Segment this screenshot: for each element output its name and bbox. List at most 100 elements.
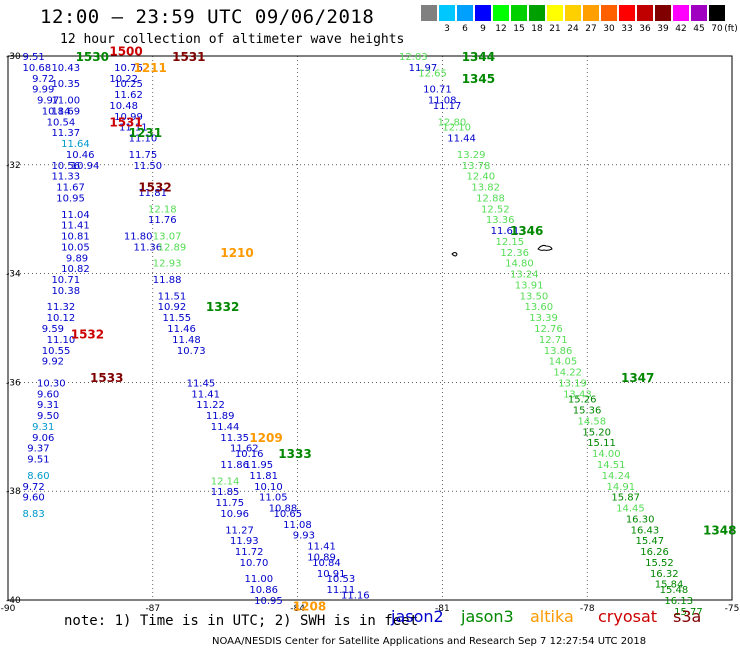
scale-swatch [457, 5, 473, 21]
scale-swatch [691, 5, 707, 21]
wave-height-value: 11.22 [196, 400, 225, 411]
satellite-legend-jason3: jason3 [461, 607, 514, 626]
pass-id-label: 1532 [71, 327, 104, 341]
longitude-tick-label: -78 [580, 604, 595, 614]
wave-height-value: 13.86 [544, 346, 573, 357]
wave-height-value: 12.93 [153, 259, 182, 270]
wave-height-value: 10.54 [47, 117, 76, 128]
wave-height-value: 11.00 [245, 574, 274, 585]
wave-height-value: 12.14 [211, 476, 240, 487]
pass-id-label: 1210 [220, 246, 253, 260]
wave-height-value: 13.07 [153, 232, 182, 243]
wave-height-value: 11.55 [162, 313, 191, 324]
wave-height-value: 11.04 [61, 210, 90, 221]
wave-height-value: 13.36 [486, 215, 515, 226]
satellite-legend-jason2: jason2 [391, 607, 444, 626]
wave-height-value: 10.94 [71, 161, 100, 172]
scale-swatch [529, 5, 545, 21]
wave-height-value: 15.84 [655, 580, 684, 591]
wave-height-value: 10.46 [66, 150, 95, 161]
wave-height-value: 10.84 [42, 106, 71, 117]
wave-height-value: 12.10 [442, 123, 471, 134]
pass-id-label: 1347 [621, 371, 654, 385]
wave-height-value: 12.71 [539, 335, 568, 346]
pass-id-label: 1345 [462, 72, 495, 86]
scale-swatch [637, 5, 653, 21]
wave-height-value: 11.41 [307, 542, 336, 553]
credit-line: NOAA/NESDIS Center for Satellite Applica… [212, 636, 647, 647]
pass-id-label: 1346 [510, 224, 543, 238]
wave-height-value: 12.36 [500, 248, 529, 259]
wave-height-value: 14.45 [616, 504, 645, 515]
wave-height-value: 11.11 [327, 585, 356, 596]
wave-height-value: 11.64 [61, 139, 90, 150]
wave-height-value: 11.08 [283, 520, 312, 531]
scale-tick-label: 15 [513, 24, 525, 34]
wave-height-value: 14.22 [553, 368, 582, 379]
wave-height-value: 12.03 [399, 52, 428, 63]
scale-tick-label: 21 [549, 24, 561, 34]
wave-height-value: 15.77 [674, 607, 703, 618]
wave-height-value: 13.29 [457, 150, 486, 161]
wave-height-value: 10.95 [254, 596, 283, 607]
wave-height-value: 12.89 [158, 242, 187, 253]
wave-height-value: 13.43 [563, 389, 592, 400]
wave-height-value: 11.89 [206, 411, 235, 422]
scale-swatch [511, 5, 527, 21]
wave-height-value: 10.92 [158, 302, 187, 313]
scale-tick-label: 18 [531, 24, 543, 34]
wave-height-value: 16.26 [640, 547, 669, 558]
scale-tick-label: 27 [585, 24, 597, 34]
wave-height-value: 10.53 [327, 574, 356, 585]
scale-swatch [565, 5, 581, 21]
footnote: note: 1) Time is in UTC; 2) SWH is in fe… [64, 613, 419, 629]
wave-height-value: 15.48 [660, 585, 689, 596]
wave-height-value: 10.91 [317, 569, 346, 580]
wave-height-value: 11.61 [491, 226, 520, 237]
wave-height-value: 11.36 [133, 242, 162, 253]
wave-height-value: 13.91 [515, 280, 544, 291]
latitude-tick-label: -40 [6, 596, 21, 606]
wave-height-value: 11.72 [235, 547, 264, 558]
pass-id-label: 1344 [462, 50, 495, 64]
latitude-tick-label: -38 [6, 487, 21, 497]
latitude-tick-label: -34 [6, 270, 21, 280]
wave-height-value: 11.45 [187, 378, 216, 389]
wave-height-value: 15.52 [645, 558, 674, 569]
wave-height-value: 9.51 [27, 455, 49, 466]
wave-height-value: 10.30 [37, 378, 66, 389]
wave-height-value: 10.05 [61, 242, 90, 253]
wave-height-value: 11.81 [249, 471, 278, 482]
wave-height-value: 10.70 [240, 558, 269, 569]
wave-height-value: 13.60 [524, 302, 553, 313]
wave-height-value: 10.89 [307, 552, 336, 563]
wave-height-value: 14.51 [597, 460, 626, 471]
wave-height-value: 12.76 [534, 324, 563, 335]
wave-height-value: 9.06 [32, 433, 54, 444]
wave-height-value: 15.87 [611, 493, 640, 504]
wave-height-value: 8.60 [27, 471, 49, 482]
wave-height-value: 14.80 [505, 259, 534, 270]
wave-height-value: 10.73 [177, 346, 206, 357]
page-title: 12:00 – 23:59 UTC 09/06/2018 [40, 6, 375, 28]
wave-height-value: 12.65 [418, 68, 447, 79]
pass-id-label: 1333 [278, 447, 311, 461]
page-subtitle: 12 hour collection of altimeter wave hei… [60, 32, 405, 47]
wave-height-value: 10.22 [109, 74, 138, 85]
wave-height-value: 10.95 [56, 193, 85, 204]
wave-height-value: 12.40 [467, 172, 496, 183]
wave-height-value: 10.10 [254, 482, 283, 493]
scale-swatch [475, 5, 491, 21]
wave-height-value: 10.35 [51, 79, 80, 90]
wave-height-value: 14.00 [592, 449, 621, 460]
scale-swatch [547, 5, 563, 21]
wave-height-value: 11.10 [129, 134, 158, 145]
wave-height-value: 11.00 [51, 96, 80, 107]
wave-height-value: 10.71 [423, 85, 452, 96]
wave-height-value: 9.31 [32, 422, 54, 433]
wave-height-value: 14.05 [549, 357, 578, 368]
scale-swatch [619, 5, 635, 21]
wave-height-value: 11.32 [47, 302, 76, 313]
wave-height-value: 15.36 [573, 406, 602, 417]
wave-height-value: 11.62 [114, 90, 143, 101]
